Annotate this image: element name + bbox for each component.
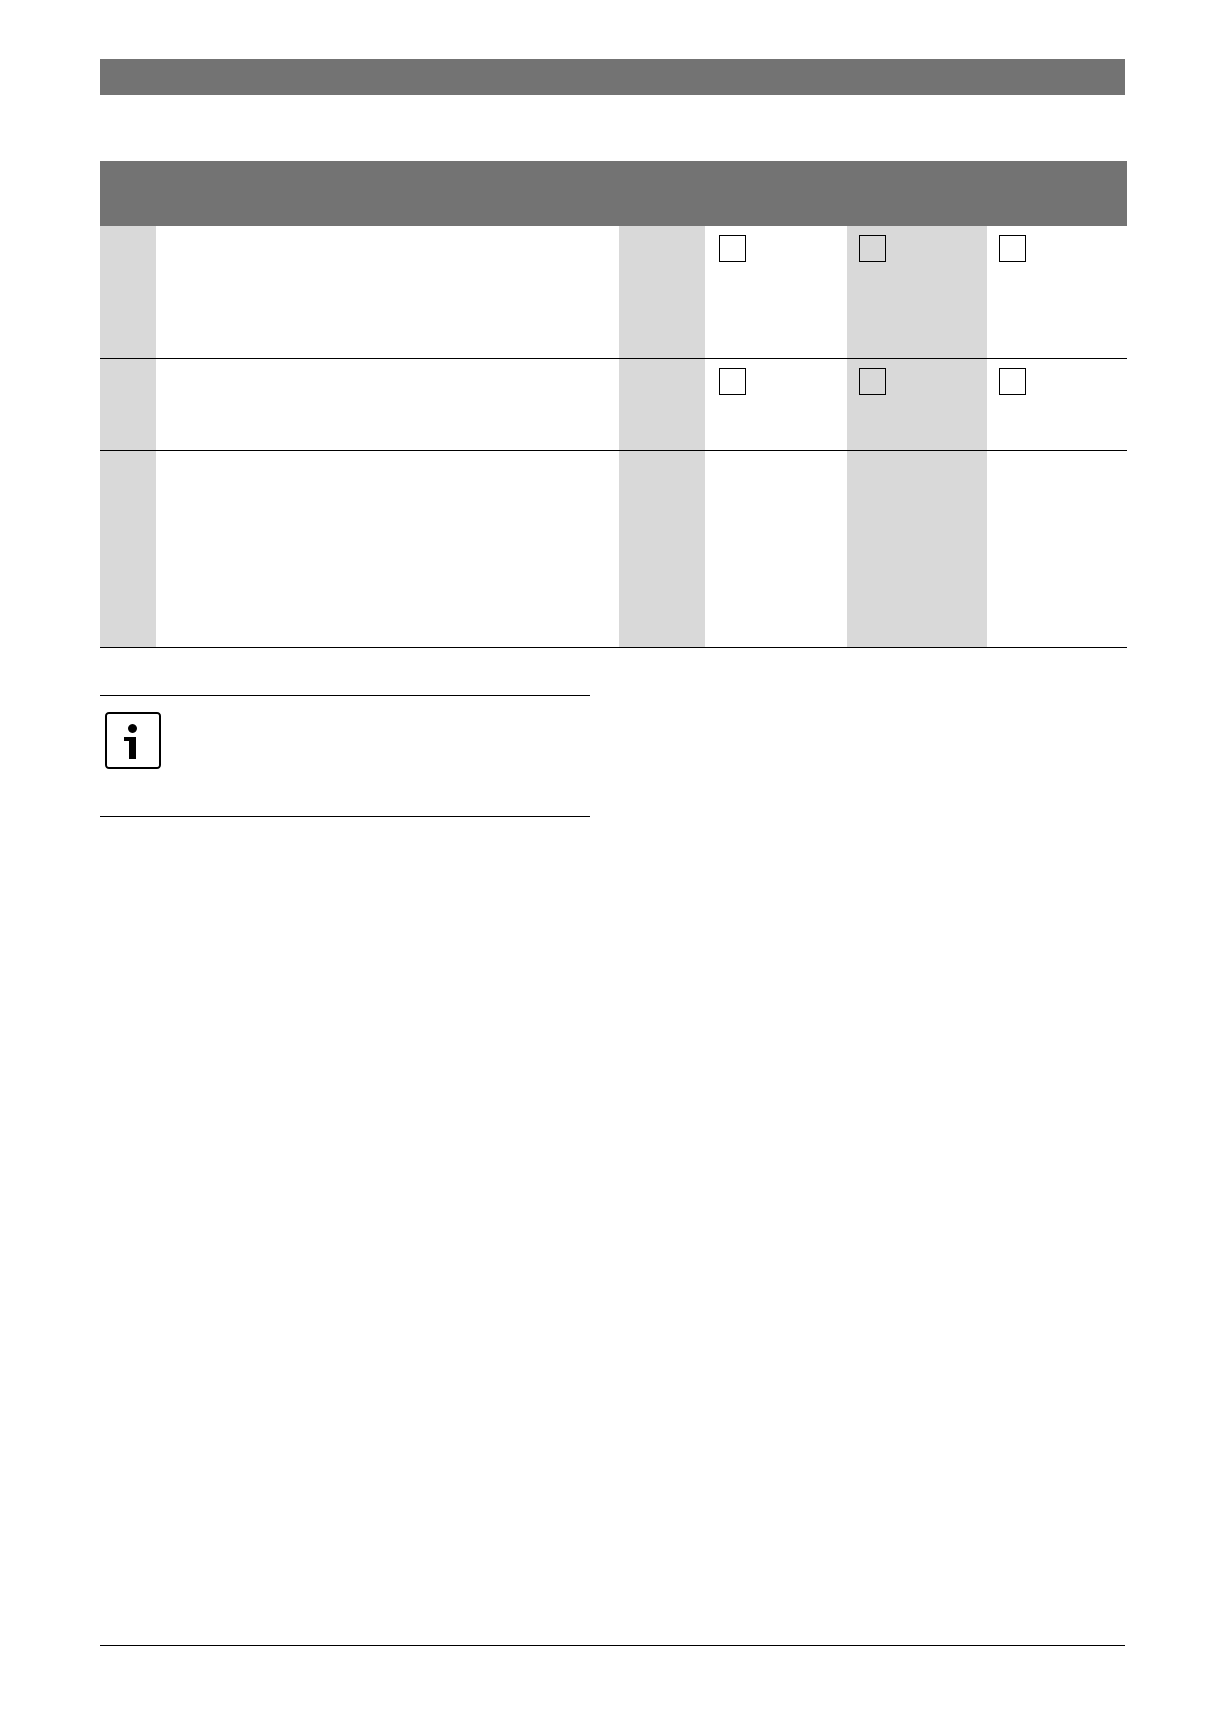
- table-row: [100, 359, 1127, 451]
- table-cell: [619, 451, 705, 647]
- table-cell: [619, 226, 705, 358]
- table-cell: [619, 359, 705, 450]
- table-cell: [100, 359, 156, 450]
- table-cell: [156, 226, 619, 358]
- checkbox[interactable]: [999, 368, 1026, 395]
- table-cell: [156, 359, 619, 450]
- checkbox[interactable]: [859, 368, 886, 395]
- table-cell: [100, 226, 156, 358]
- checkbox[interactable]: [719, 235, 746, 262]
- note-top-rule: [100, 695, 590, 696]
- page-header-bar: [100, 59, 1125, 95]
- checkbox[interactable]: [999, 235, 1026, 262]
- table-cell: [100, 451, 156, 647]
- table-row: [100, 226, 1127, 359]
- table-cell: [156, 451, 619, 647]
- note-bottom-rule: [100, 816, 590, 817]
- checkbox[interactable]: [859, 235, 886, 262]
- table-header: [100, 161, 1127, 226]
- table-cell: [847, 226, 987, 358]
- checkbox[interactable]: [719, 368, 746, 395]
- table-cell: [847, 359, 987, 450]
- table-cell: [847, 451, 987, 647]
- table-row: [100, 451, 1127, 648]
- table-cell: [705, 451, 847, 647]
- footer-rule: [100, 1645, 1125, 1646]
- table-cell: [987, 451, 1127, 647]
- info-icon: [105, 712, 161, 769]
